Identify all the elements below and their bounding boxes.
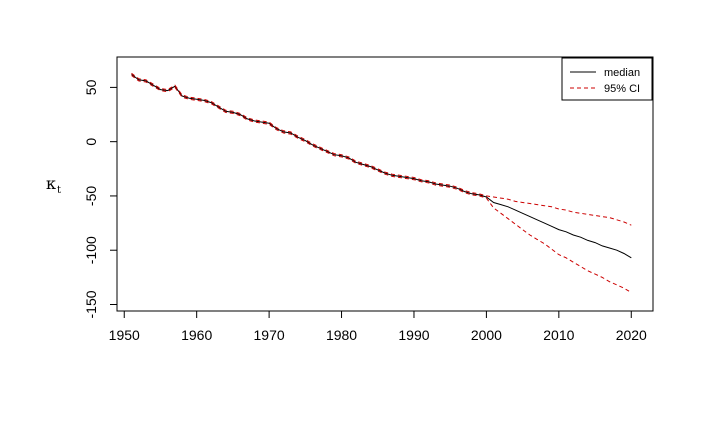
y-axis-label: κt bbox=[46, 174, 61, 196]
x-tick-label: 1960 bbox=[181, 327, 212, 343]
legend: median 95% CI bbox=[561, 57, 653, 101]
x-tick-label: 2000 bbox=[471, 327, 502, 343]
legend-label-ci: 95% CI bbox=[604, 83, 640, 95]
x-tick-label: 1970 bbox=[254, 327, 285, 343]
legend-box bbox=[561, 57, 653, 101]
y-tick-label: -50 bbox=[83, 186, 99, 206]
x-tick-label: 2020 bbox=[616, 327, 647, 343]
series-line-ci-upper bbox=[131, 72, 632, 226]
x-tick-label: 1950 bbox=[109, 327, 140, 343]
series-line-ci-lower bbox=[131, 75, 632, 293]
y-tick-label: 0 bbox=[83, 138, 99, 146]
legend-label-median: median bbox=[604, 67, 640, 79]
y-tick-label: -100 bbox=[83, 236, 99, 264]
y-axis-label-symbol: κ bbox=[46, 174, 56, 193]
series-line-median bbox=[131, 74, 632, 259]
series-layer bbox=[131, 72, 632, 293]
y-axis-label-subscript: t bbox=[57, 185, 61, 196]
x-tick-label: 1980 bbox=[326, 327, 357, 343]
x-tick-label: 2010 bbox=[543, 327, 574, 343]
y-axis: -150 -100 -50 0 50 bbox=[83, 79, 118, 319]
x-tick-label: 1990 bbox=[398, 327, 429, 343]
x-axis: 1950 1960 1970 1980 1990 2000 2010 2020 bbox=[109, 310, 647, 343]
y-tick-label: 50 bbox=[83, 79, 99, 95]
y-tick-label: -150 bbox=[83, 290, 99, 318]
